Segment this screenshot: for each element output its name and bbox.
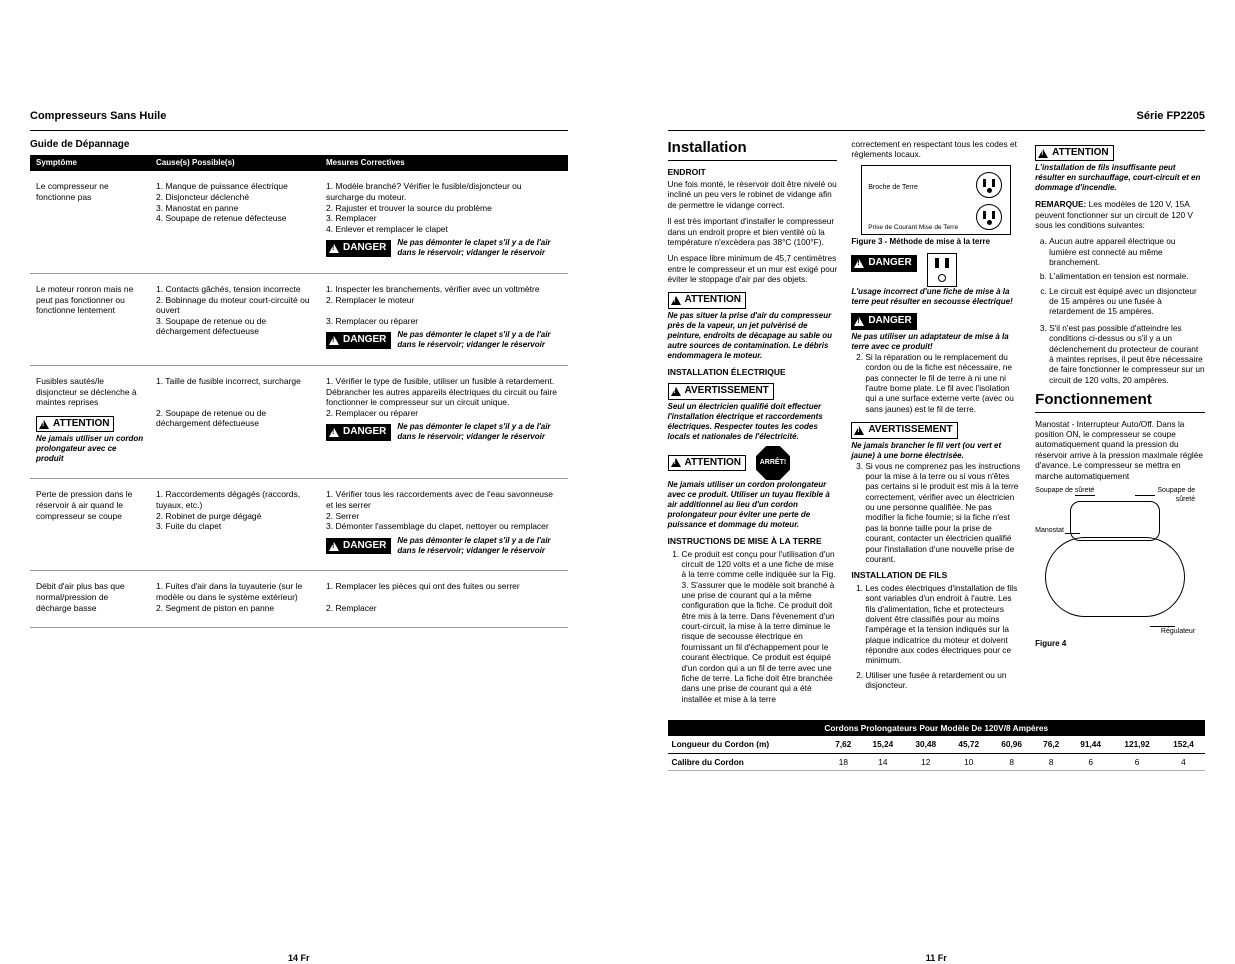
fils-list: Les codes électriques d'installation de … <box>851 583 1021 691</box>
remarque-label: REMARQUE: <box>1035 199 1086 209</box>
danger-badge: DANGER <box>851 255 916 272</box>
stop-icon: ARRÊT! <box>756 446 790 480</box>
avert-text-1: Seul un électricien qualifié doit effect… <box>668 402 838 442</box>
cond-c: Le circuit est équipé avec un disjoncteu… <box>1049 286 1205 317</box>
avert2-text: Ne jamais brancher le fil vert (ou vert … <box>851 441 1021 461</box>
avert-badge: AVERTISSEMENT <box>668 383 774 400</box>
col2-li3: Si vous ne comprenez pas les instruction… <box>865 461 1021 565</box>
guide-heading: Guide de Dépannage <box>30 139 568 152</box>
attention-text-1: Ne pas situer la prise d'air du compress… <box>668 311 838 361</box>
elec-heading: INSTALLATION ÉLECTRIQUE <box>668 367 838 378</box>
right-page-number: 11 Fr <box>668 953 1206 964</box>
col2-li2: Si la réparation ou le remplacement du c… <box>865 352 1021 414</box>
fils-heading: INSTALLATION DE FILS <box>851 570 1021 581</box>
danger-badge-2: DANGER <box>851 313 916 330</box>
ground-plug-icon <box>927 253 957 287</box>
col3-li3: S'il n'est pas possible d'atteindre les … <box>1049 323 1205 385</box>
installation-heading: Installation <box>668 139 838 161</box>
col-symptome: Symptôme <box>30 155 150 171</box>
col2-list: Si la réparation ou le remplacement du c… <box>851 352 1021 414</box>
col-cause: Cause(s) Possible(s) <box>150 155 320 171</box>
col2-top: correctement en respectant tous les code… <box>851 139 1021 160</box>
col-mesures: Mesures Correctives <box>320 155 568 171</box>
conditions-list: Aucun autre appareil électrique ou lumiè… <box>1035 236 1205 317</box>
mise-list: Ce produit est conçu pour l'utilisation … <box>668 549 838 704</box>
page-left: Compresseurs Sans Huile Guide de Dépanna… <box>30 110 568 924</box>
attention-text-2: Ne jamais utiliser un cordon prolongateu… <box>668 480 838 530</box>
col2: correctement en respectant tous les code… <box>851 139 1021 710</box>
endroit-p3: Un espace libre minimum de 45,7 centimèt… <box>668 253 838 284</box>
danger1-text: L'usage incorrect d'une fiche de mise à … <box>851 287 1021 307</box>
compressor-diagram: Soupape de sûreté Soupape de sûreté Mano… <box>1035 487 1195 637</box>
right-columns: Installation ENDROIT Une fois monté, le … <box>668 139 1206 710</box>
attention-badge-2: ATTENTION <box>668 455 746 472</box>
fils-li2: Utiliser une fusée à retardement ou un d… <box>865 670 1021 691</box>
fig3-label: Figure 3 - Méthode de mise à la terre <box>851 237 1021 247</box>
ext-caption: Cordons Prolongateurs Pour Modèle De 120… <box>668 720 1206 736</box>
left-page-number: 14 Fr <box>30 953 568 964</box>
troubleshoot-table: Symptôme Cause(s) Possible(s) Mesures Co… <box>30 155 568 628</box>
col3-att: L'installation de fils insuffisante peut… <box>1035 163 1205 193</box>
col3: ATTENTION L'installation de fils insuffi… <box>1035 139 1205 710</box>
endroit-heading: ENDROIT <box>668 167 838 178</box>
mise-heading: INSTRUCTIONS DE MISE À LA TERRE <box>668 536 838 547</box>
extension-cord-table: Cordons Prolongateurs Pour Modèle De 120… <box>668 720 1206 771</box>
attention-badge: ATTENTION <box>668 292 746 309</box>
col2-list-3: Si vous ne comprenez pas les instruction… <box>851 461 1021 565</box>
cond-b: L'alimentation en tension est normale. <box>1049 271 1205 281</box>
series-label: Série FP2205 <box>668 110 1206 124</box>
fig4-label: Figure 4 <box>1035 639 1205 649</box>
mise-li1: Ce produit est conçu pour l'utilisation … <box>682 549 838 704</box>
page-right: Série FP2205 Installation ENDROIT Une fo… <box>668 110 1206 924</box>
attention-badge-3: ATTENTION <box>1035 145 1113 162</box>
endroit-p1: Une fois monté, le réservoir doit être n… <box>668 179 838 210</box>
endroit-p2: Il est très important d'installer le com… <box>668 216 838 247</box>
fonc-heading: Fonctionnement <box>1035 391 1205 413</box>
avert-badge-2: AVERTISSEMENT <box>851 422 957 439</box>
danger2-text: Ne pas utiliser un adaptateur de mise à … <box>851 332 1021 352</box>
cond-a: Aucun autre appareil électrique ou lumiè… <box>1049 236 1205 267</box>
outlet-diagram: Broche de Terre Prise de Courant Mise de… <box>861 165 1011 235</box>
col1: Installation ENDROIT Une fois monté, le … <box>668 139 838 710</box>
col3-list: S'il n'est pas possible d'atteindre les … <box>1035 323 1205 385</box>
fonc-p: Manostat - Interrupteur Auto/Off. Dans l… <box>1035 419 1205 481</box>
left-title: Compresseurs Sans Huile <box>30 110 568 124</box>
fils-li1: Les codes électriques d'installation de … <box>865 583 1021 666</box>
